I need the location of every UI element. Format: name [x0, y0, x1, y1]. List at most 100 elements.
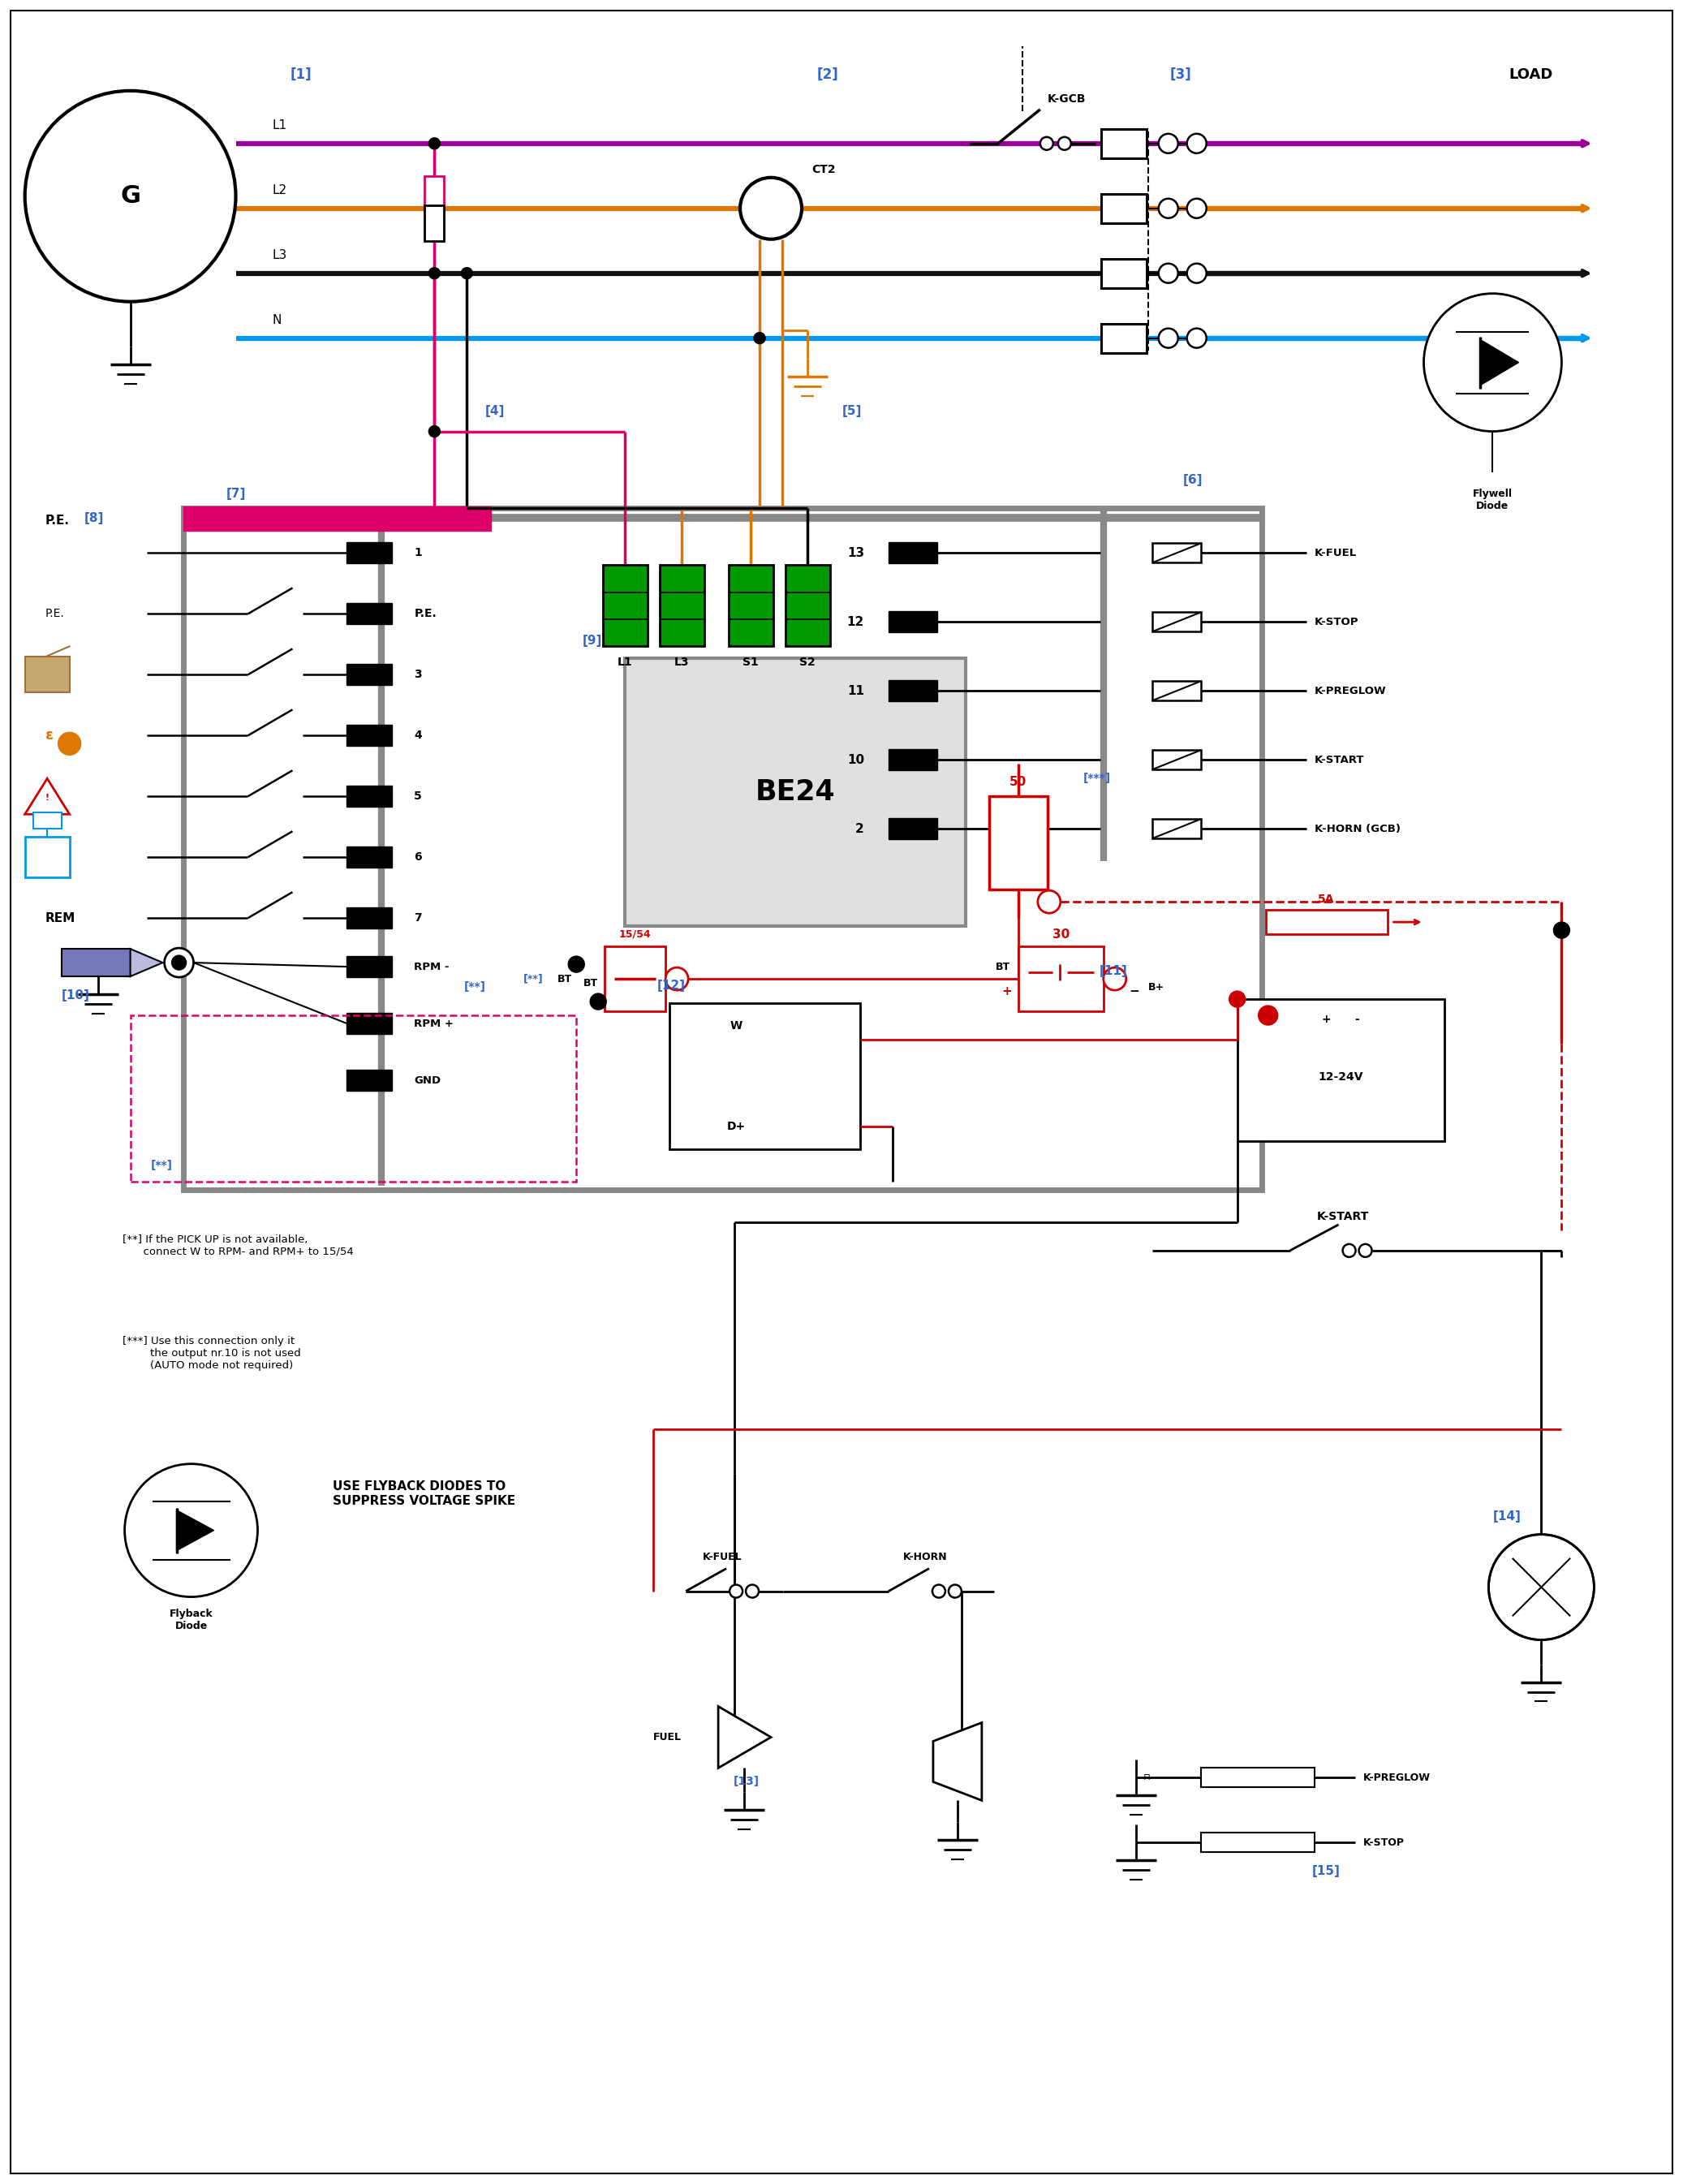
Polygon shape	[932, 1723, 981, 1800]
Circle shape	[25, 92, 236, 301]
Circle shape	[741, 177, 801, 240]
Text: LOAD: LOAD	[1510, 68, 1553, 81]
Text: [5]: [5]	[842, 404, 862, 417]
Circle shape	[932, 1586, 946, 1599]
Text: 5: 5	[414, 791, 422, 802]
Text: [**]: [**]	[523, 974, 544, 985]
Circle shape	[1158, 264, 1178, 284]
Text: [4]: [4]	[485, 404, 505, 417]
Bar	[604, 946, 665, 1011]
Text: K-GCB: K-GCB	[1047, 94, 1086, 105]
Bar	[1200, 1832, 1314, 1852]
Text: K-START: K-START	[1314, 756, 1365, 764]
Text: P.E.: P.E.	[45, 515, 69, 526]
Bar	[347, 725, 392, 747]
Circle shape	[1489, 1535, 1594, 1640]
Text: S2: S2	[799, 657, 816, 668]
Polygon shape	[177, 1509, 214, 1551]
Circle shape	[429, 426, 439, 437]
Bar	[624, 660, 966, 926]
Text: [1]: [1]	[289, 68, 311, 81]
Text: [6]: [6]	[1183, 474, 1203, 487]
Text: [**] If the PICK UP is not available,
      connect W to RPM- and RPM+ to 15/54: [**] If the PICK UP is not available, co…	[123, 1234, 353, 1258]
Circle shape	[165, 948, 194, 976]
Circle shape	[429, 269, 439, 280]
Bar	[1101, 129, 1146, 157]
Bar	[347, 786, 392, 806]
Bar	[990, 797, 1047, 889]
Text: 10: 10	[847, 753, 863, 767]
Bar	[347, 957, 392, 976]
Circle shape	[1158, 133, 1178, 153]
Text: L3: L3	[273, 249, 288, 262]
Text: CT2: CT2	[811, 164, 836, 175]
Bar	[424, 205, 444, 240]
Bar	[424, 177, 444, 212]
Circle shape	[1553, 922, 1570, 939]
Text: P.E.: P.E.	[414, 607, 436, 620]
Bar	[889, 681, 937, 701]
Text: L2: L2	[273, 183, 286, 197]
Text: +: +	[1001, 985, 1011, 998]
Text: ε: ε	[45, 727, 54, 743]
Text: [**]: [**]	[150, 1160, 172, 1171]
Text: !: !	[45, 795, 49, 802]
Text: [***]: [***]	[1084, 773, 1111, 784]
Text: 15/54: 15/54	[619, 928, 651, 939]
Text: K-HORN: K-HORN	[902, 1553, 948, 1562]
Bar	[1153, 681, 1200, 701]
Bar	[347, 1070, 392, 1090]
Bar	[1101, 194, 1146, 223]
Text: [9]: [9]	[582, 636, 603, 646]
Text: S1: S1	[742, 657, 759, 668]
Circle shape	[172, 954, 187, 970]
Circle shape	[754, 332, 766, 343]
Text: 3: 3	[414, 668, 422, 681]
Bar	[1153, 749, 1200, 769]
Bar	[34, 812, 61, 828]
Circle shape	[1358, 1245, 1372, 1258]
Text: +      -: + -	[1321, 1013, 1360, 1024]
Bar	[25, 836, 69, 878]
Text: Flywell
Diode: Flywell Diode	[1473, 489, 1513, 511]
Text: 6: 6	[414, 852, 422, 863]
Bar	[347, 542, 392, 563]
Text: 12-24V: 12-24V	[1318, 1072, 1363, 1083]
Circle shape	[1040, 138, 1054, 151]
Circle shape	[429, 138, 439, 149]
Bar	[25, 657, 69, 692]
Bar	[889, 612, 937, 633]
Text: [14]: [14]	[1493, 1511, 1521, 1522]
Text: L1: L1	[273, 120, 286, 131]
Circle shape	[746, 1586, 759, 1599]
Text: K-START: K-START	[1316, 1210, 1368, 1223]
Bar	[889, 819, 937, 839]
Bar	[1101, 323, 1146, 354]
Text: [13]: [13]	[734, 1776, 759, 1787]
Polygon shape	[719, 1706, 771, 1769]
Bar	[1018, 946, 1104, 1011]
Text: [10]: [10]	[61, 989, 89, 1000]
Circle shape	[1424, 293, 1562, 432]
Bar	[1153, 819, 1200, 839]
Text: [7]: [7]	[226, 487, 246, 500]
Text: B+: B+	[1148, 981, 1165, 992]
Bar	[1153, 612, 1200, 631]
Text: 12: 12	[847, 616, 863, 629]
Polygon shape	[25, 778, 69, 815]
Text: [2]: [2]	[816, 68, 838, 81]
Bar	[183, 509, 1262, 1190]
Text: K-STOP: K-STOP	[1363, 1837, 1404, 1848]
Bar	[1200, 1769, 1314, 1787]
Circle shape	[665, 968, 688, 989]
Text: G: G	[119, 183, 140, 207]
Bar	[347, 847, 392, 867]
Text: —⊓—: —⊓—	[1134, 1773, 1160, 1782]
Text: K-STOP: K-STOP	[1314, 616, 1358, 627]
Text: L3: L3	[675, 657, 690, 668]
Text: 7: 7	[414, 913, 422, 924]
Text: −: −	[1129, 985, 1139, 998]
Text: K-HORN (GCB): K-HORN (GCB)	[1314, 823, 1400, 834]
Text: REM: REM	[45, 913, 76, 924]
Bar	[786, 566, 830, 646]
